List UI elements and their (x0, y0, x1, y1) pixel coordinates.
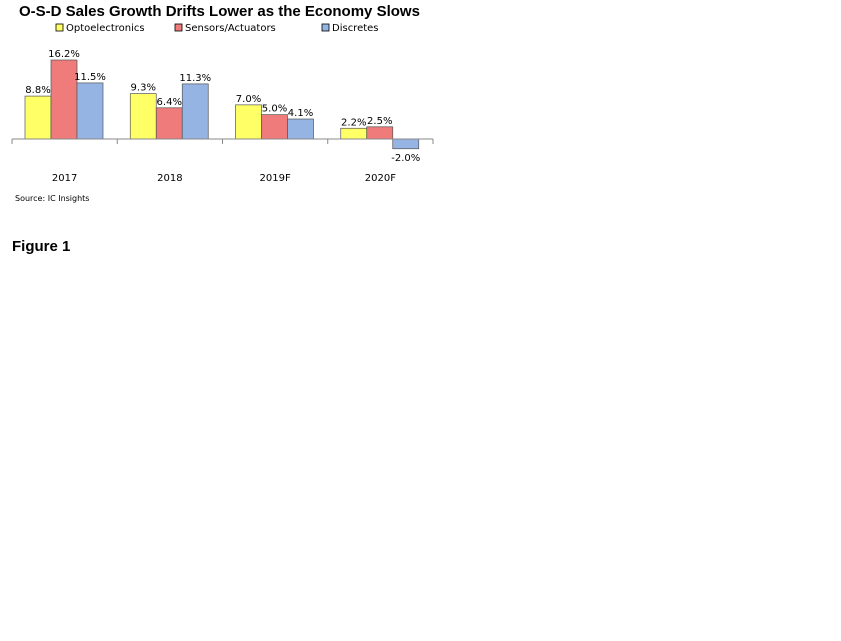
x-tick-label-2019f: 2019F (260, 173, 291, 184)
bar-optoelectronics-2020f (340, 127, 368, 140)
legend-swatch-discretes (321, 23, 330, 32)
chart-title: O-S-D Sales Growth Drifts Lower as the E… (19, 3, 420, 20)
bar-sensors-actuators-2019f (261, 114, 288, 140)
bar-discretes-2018 (181, 83, 209, 140)
figure-caption: Figure 1 (12, 238, 71, 255)
bar-sensors-actuators-2017 (50, 59, 78, 140)
data-label-discretes-2017: 11.5% (74, 72, 106, 83)
legend: Optoelectronics Sensors/Actuators Discrete… (55, 23, 379, 34)
data-label-optoelectronics-2018: 9.3% (131, 83, 156, 94)
data-label-discretes-2020f: -2.0% (391, 153, 420, 164)
source-note: Source: IC Insights (15, 194, 89, 203)
legend-swatch-sensors-actuators (174, 23, 183, 32)
bar-discretes-2019f (287, 118, 314, 140)
data-label-optoelectronics-2019f: 7.0% (236, 94, 261, 105)
chart: O-S-D Sales Growth Drifts Lower as the E… (11, 3, 434, 203)
data-label-sensors-actuators-2019f: 5.0% (262, 104, 287, 115)
data-label-sensors-actuators-2018: 6.4% (157, 97, 182, 108)
data-label-sensors-actuators-2017: 16.2% (48, 49, 80, 60)
bar-sensors-actuators-2020f (366, 126, 394, 140)
data-label-sensors-actuators-2020f: 2.5% (367, 116, 392, 127)
bar-optoelectronics-2019f (235, 104, 262, 140)
axis-ticks (11, 139, 434, 144)
bar-optoelectronics-2018 (129, 93, 157, 140)
data-label-optoelectronics-2020f: 2.2% (341, 117, 366, 128)
data-label-optoelectronics-2017: 8.8% (25, 85, 50, 96)
x-tick-labels: 2017 2018 2019F 2020F (52, 173, 396, 184)
legend-label-optoelectronics: Optoelectronics (66, 23, 145, 34)
x-tick-label-2018: 2018 (157, 173, 182, 184)
x-tick-label-2020f: 2020F (365, 173, 396, 184)
data-label-discretes-2018: 11.3% (179, 73, 211, 84)
legend-label-sensors-actuators: Sensors/Actuators (185, 23, 276, 34)
bar-discretes-2017 (76, 82, 104, 140)
data-label-discretes-2019f: 4.1% (288, 108, 313, 119)
bar-discretes-2020f (392, 138, 420, 150)
legend-swatch-optoelectronics (55, 23, 64, 32)
bars: 8.8% 16.2% 11.5% 9.3%6.4% 11.3% 7.0%5.0% 4.1% 2… (24, 49, 420, 164)
x-tick-label-2017: 2017 (52, 173, 77, 184)
bar-optoelectronics-2017 (24, 95, 52, 140)
bar-sensors-actuators-2018 (155, 107, 183, 140)
legend-label-discretes: Discretes (332, 23, 379, 34)
